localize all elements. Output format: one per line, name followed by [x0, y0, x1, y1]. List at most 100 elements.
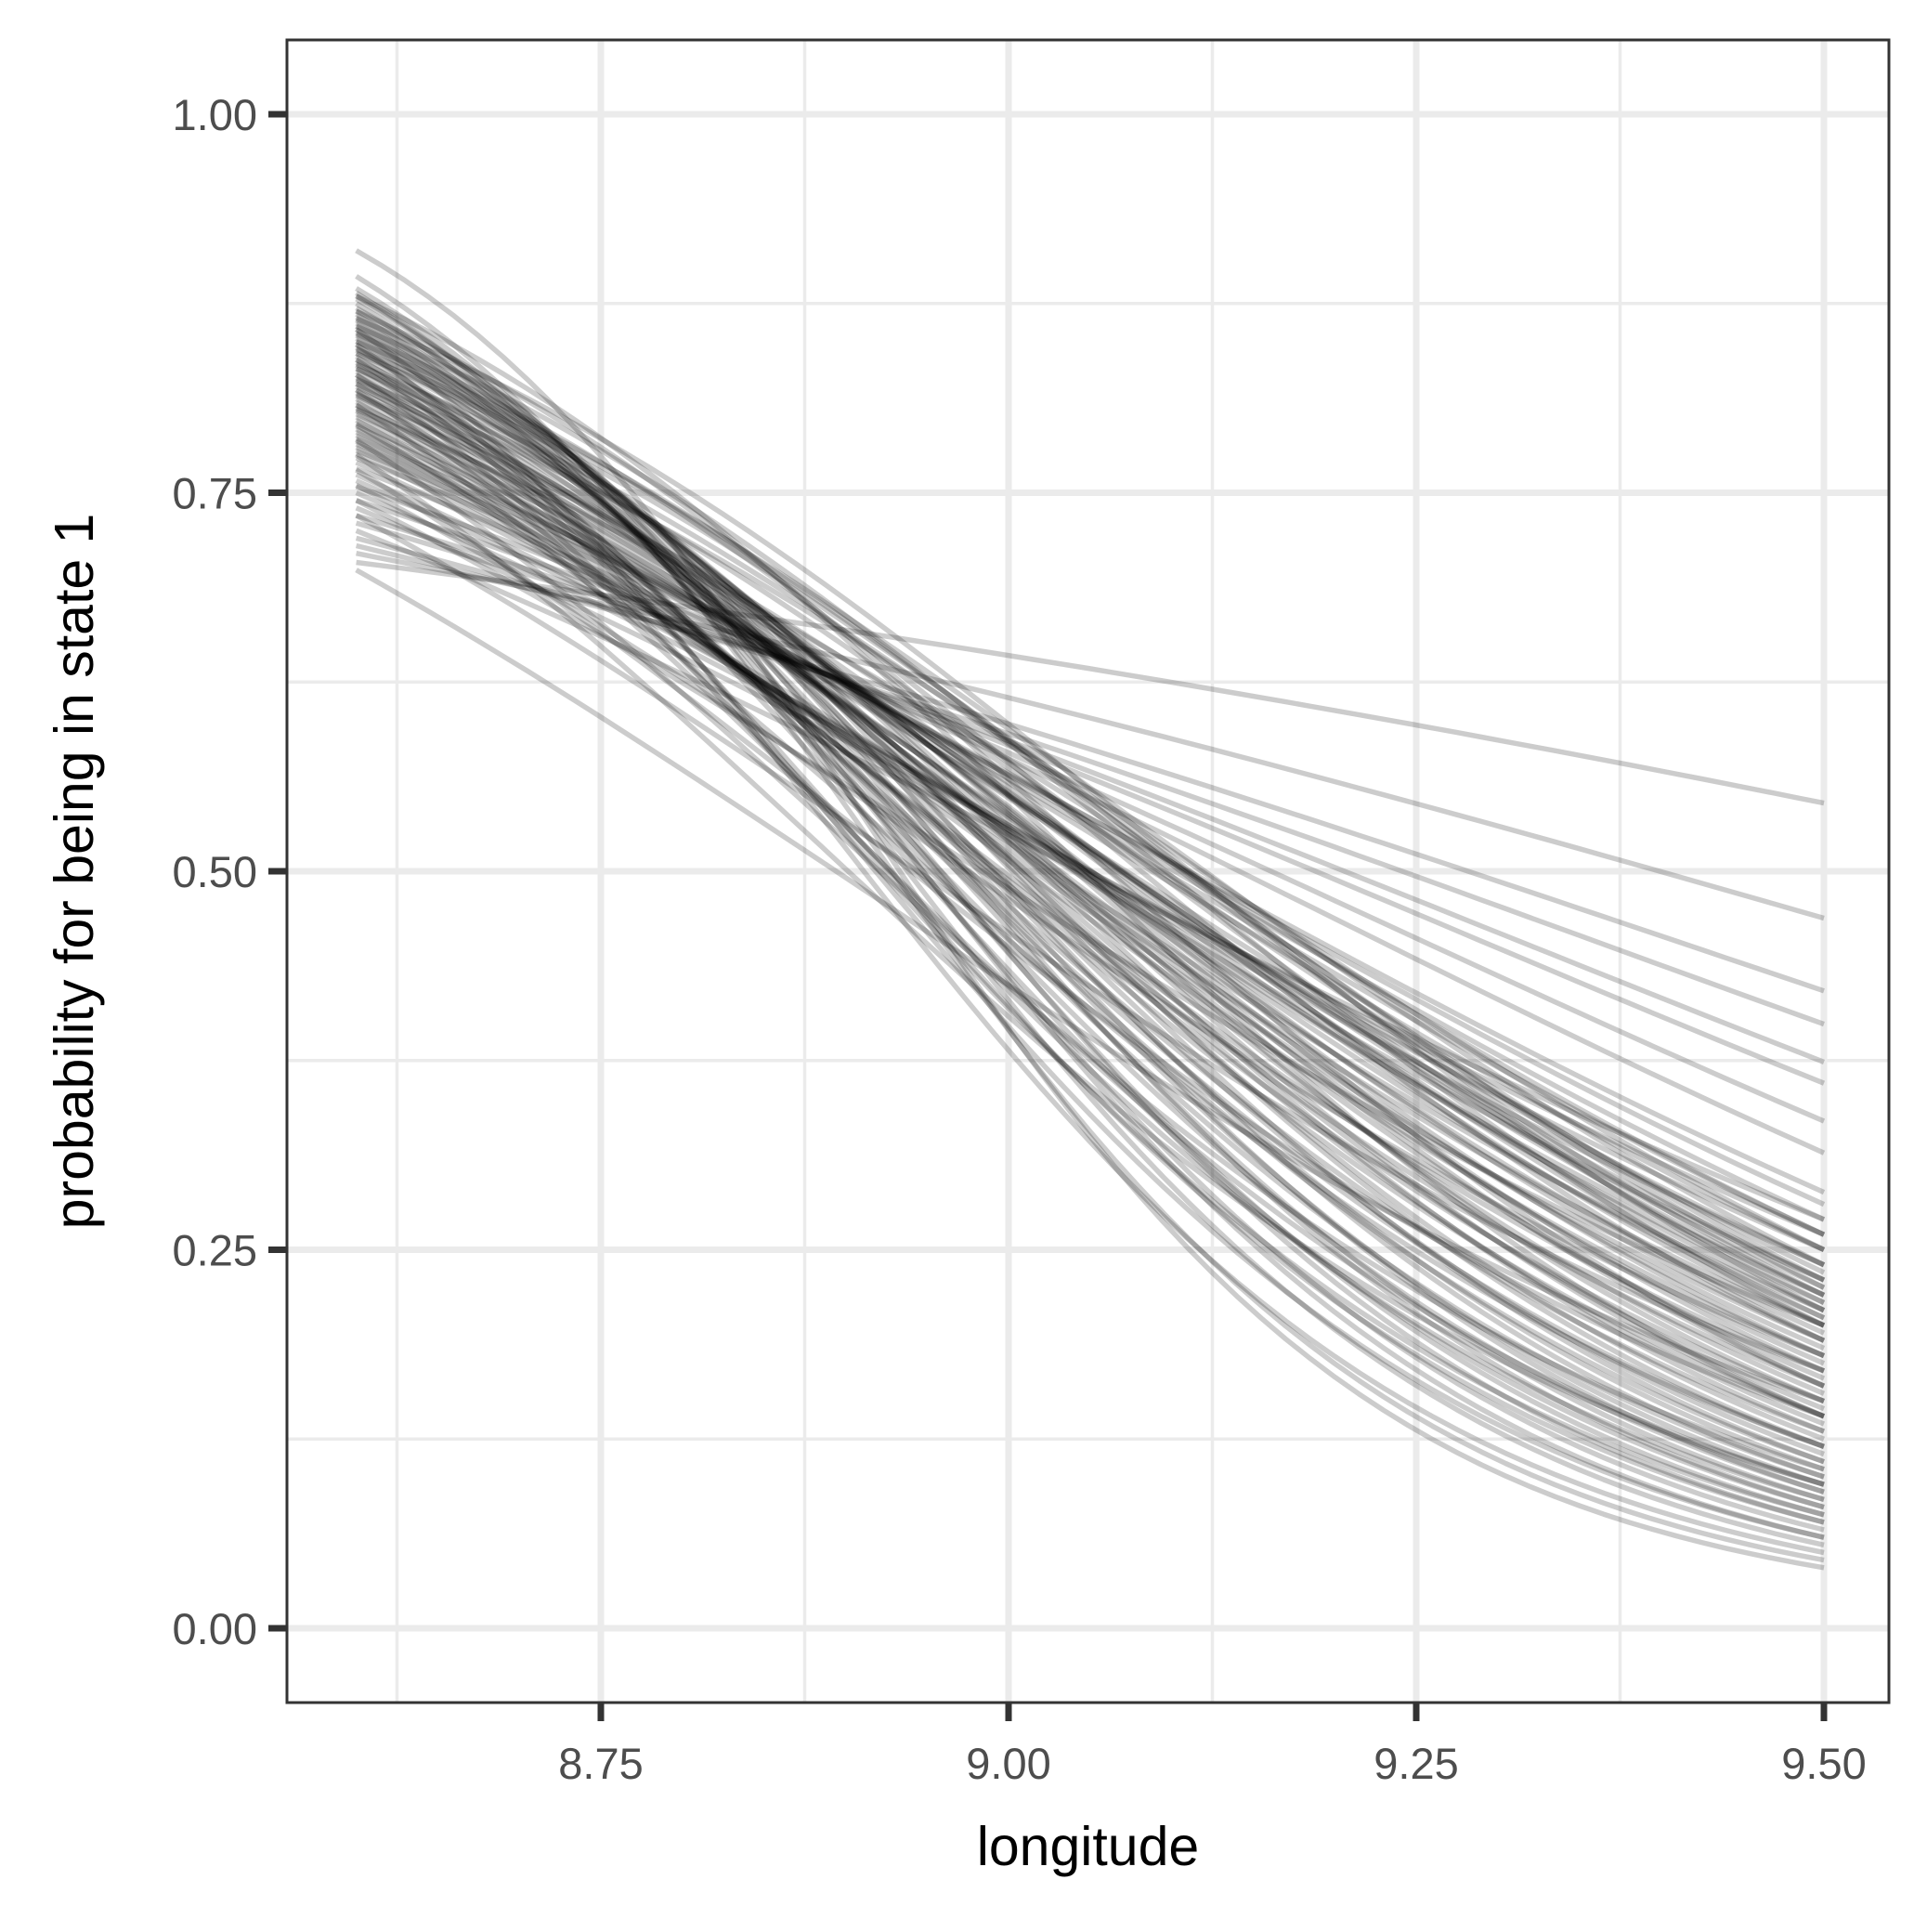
curve-31 [355, 378, 1826, 1381]
curve-23 [355, 354, 1825, 1495]
curve-28 [355, 369, 1826, 1396]
curve-58 [355, 465, 1826, 1195]
curve-19 [355, 342, 1826, 1442]
curve-86 [355, 482, 1826, 1359]
curve-60 [355, 477, 1826, 1268]
x-tick-label: 9.25 [1374, 1739, 1458, 1788]
curve-41 [355, 409, 1826, 1404]
curve-68 [355, 535, 1825, 1027]
curve-39 [355, 402, 1826, 1298]
curve-95 [355, 316, 1826, 1313]
curve-80 [355, 392, 1826, 1275]
curve-55 [355, 450, 1826, 1313]
x-tick-label: 9.00 [966, 1739, 1050, 1788]
curve-61 [355, 484, 1826, 1155]
curve-9 [355, 311, 1825, 1518]
curve-96 [355, 331, 1826, 1343]
y-tick-label: 0.00 [173, 1604, 257, 1653]
curve-4 [355, 294, 1825, 1525]
curve-89 [355, 327, 1825, 1556]
curve-6 [355, 301, 1825, 1533]
curve-34 [355, 387, 1826, 1366]
curve-66 [355, 520, 1826, 1064]
curve-40 [355, 405, 1826, 1336]
curve-54 [355, 448, 1826, 1222]
curve-12 [355, 320, 1825, 1449]
curve-51 [355, 438, 1826, 1343]
curve-52 [355, 441, 1826, 1237]
curve-74 [355, 308, 1826, 1389]
x-tick-label: 9.50 [1781, 1739, 1866, 1788]
curve-49 [355, 433, 1826, 1359]
curve-0 [355, 248, 1825, 1571]
curve-85 [355, 467, 1825, 1419]
curve-38 [355, 399, 1825, 1419]
curve-46 [355, 424, 1826, 1306]
curve-26 [355, 363, 1825, 1480]
curve-98 [355, 366, 1826, 1305]
curve-35 [355, 390, 1825, 1434]
curve-47 [355, 426, 1826, 1374]
curve-10 [355, 314, 1825, 1465]
curve-36 [355, 393, 1826, 1313]
curve-15 [355, 330, 1825, 1472]
curve-73 [355, 294, 1826, 1419]
curve-90 [355, 342, 1825, 1540]
curve-45 [355, 420, 1826, 1283]
curve-21 [355, 347, 1826, 1389]
curve-44 [355, 417, 1826, 1389]
curve-5 [355, 296, 1825, 1510]
curve-56 [355, 455, 1826, 1208]
curve-84 [355, 452, 1825, 1487]
curve-82 [355, 422, 1825, 1449]
y-tick-label: 0.50 [173, 847, 257, 896]
curve-37 [355, 396, 1826, 1351]
curve-18 [355, 339, 1826, 1404]
curve-76 [355, 338, 1826, 1298]
curve-16 [355, 333, 1826, 1419]
probability-curves [355, 248, 1826, 1571]
curve-43 [355, 414, 1826, 1321]
curve-64 [355, 505, 1826, 1237]
curve-94 [355, 402, 1825, 1487]
curve-92 [355, 372, 1825, 1518]
curve-32 [355, 381, 1825, 1449]
curve-25 [355, 359, 1826, 1412]
curve-7 [355, 306, 1825, 1495]
curve-14 [355, 327, 1826, 1434]
curve-77 [355, 346, 1826, 1268]
curve-63 [355, 498, 1826, 1124]
curve-57 [355, 460, 1826, 1298]
curve-3 [355, 290, 1825, 1547]
major-gridlines [287, 40, 1889, 1703]
curve-22 [355, 351, 1826, 1427]
curve-33 [355, 384, 1826, 1328]
curve-97 [355, 350, 1826, 1290]
curve-69 [355, 542, 1825, 994]
curve-30 [355, 375, 1826, 1343]
curve-48 [355, 429, 1826, 1268]
curve-79 [355, 376, 1826, 1252]
curve-83 [355, 437, 1825, 1472]
curve-27 [355, 366, 1826, 1359]
y-tick-label: 0.25 [173, 1226, 257, 1275]
curve-78 [355, 361, 1826, 1283]
curve-65 [355, 513, 1826, 1086]
curve-75 [355, 323, 1826, 1328]
curve-1 [355, 274, 1825, 1563]
curve-50 [355, 436, 1826, 1252]
curve-24 [355, 357, 1826, 1374]
curve-70 [356, 551, 1825, 921]
y-axis-title: probability for being in state 1 [44, 514, 105, 1230]
curve-99 [355, 381, 1826, 1321]
curve-67 [355, 528, 1826, 1222]
x-axis-title: longitude [977, 1816, 1200, 1877]
curve-11 [355, 318, 1825, 1503]
curve-53 [355, 445, 1826, 1328]
curve-20 [355, 345, 1825, 1510]
y-axis: 0.00 0.25 0.50 0.75 1.00 [173, 90, 287, 1653]
curve-88 [355, 513, 1825, 1374]
curve-13 [355, 323, 1825, 1487]
